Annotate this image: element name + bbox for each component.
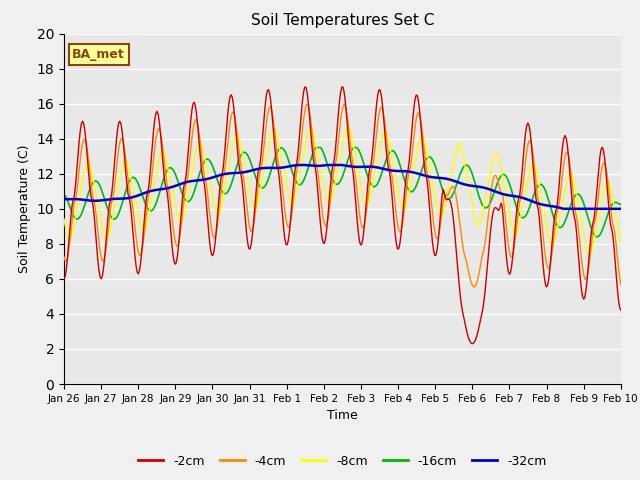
X-axis label: Time: Time	[327, 409, 358, 422]
Legend: -2cm, -4cm, -8cm, -16cm, -32cm: -2cm, -4cm, -8cm, -16cm, -32cm	[133, 450, 552, 473]
Text: BA_met: BA_met	[72, 48, 125, 61]
Y-axis label: Soil Temperature (C): Soil Temperature (C)	[18, 144, 31, 273]
Title: Soil Temperatures Set C: Soil Temperatures Set C	[251, 13, 434, 28]
